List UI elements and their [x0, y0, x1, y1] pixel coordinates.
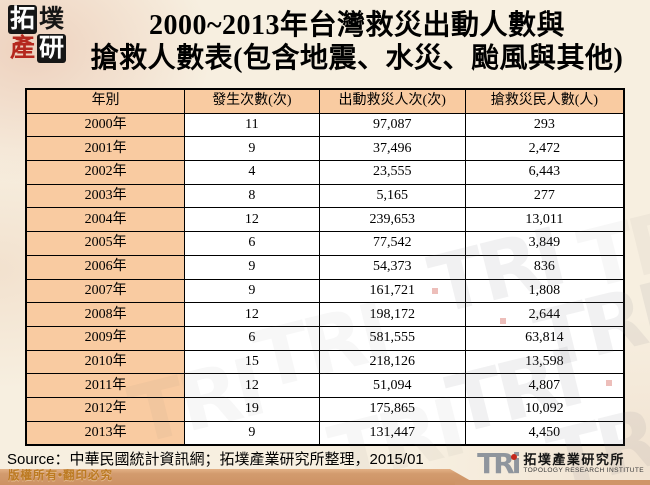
cell-value: 97,087 — [318, 112, 466, 138]
table-row: 2013年 9 131,447 4,450 — [25, 420, 625, 446]
cell-value: 2,644 — [464, 302, 625, 327]
cell-value: 12 — [184, 373, 320, 398]
cell-value: 4 — [184, 160, 320, 185]
table-row: 2007年 9 161,721 1,808 — [25, 278, 625, 304]
cell-year: 2009年 — [25, 325, 186, 351]
cell-value: 54,373 — [318, 254, 466, 280]
cell-year: 2006年 — [25, 254, 186, 280]
page-title-line2: 搶救人數表(包含地震、水災、颱風與其他) — [90, 43, 624, 74]
cell-year: 2008年 — [25, 302, 186, 327]
cell-value: 5,165 — [318, 183, 466, 209]
table-row: 2000年 11 97,087 293 — [25, 112, 625, 138]
seal-char-2: 墣 — [38, 6, 64, 33]
table-row: 2005年 6 77,542 3,849 — [25, 231, 625, 256]
column-header: 搶救災民人數(人) — [464, 88, 625, 114]
tri-logo-english-name: TOPOLOGY RESEARCH INSTITUTE — [523, 467, 644, 475]
cell-year: 2010年 — [25, 349, 186, 375]
cell-value: 9 — [184, 136, 320, 162]
cell-value: 15 — [184, 349, 320, 375]
seal-char-3: 產 — [9, 35, 35, 62]
cell-year: 2013年 — [25, 420, 186, 446]
footer-strip: 版權所有•翻印必究 — [0, 469, 478, 485]
cell-value: 11 — [184, 112, 320, 138]
tri-logo-text: TRi — [477, 447, 521, 481]
cell-year: 2012年 — [25, 396, 186, 422]
cell-value: 6 — [184, 231, 320, 256]
header-row: 年別 發生次數(次) 出動救災人次(次) 搶救災民人數(人) — [25, 88, 625, 114]
table-row: 2006年 9 54,373 836 — [25, 254, 625, 280]
disaster-table-head: 年別 發生次數(次) 出動救災人次(次) 搶救災民人數(人) — [25, 88, 625, 114]
cell-year: 2001年 — [25, 136, 186, 162]
cell-value: 131,447 — [318, 420, 466, 446]
cell-value: 3,849 — [464, 231, 625, 256]
table-row: 2011年 12 51,094 4,807 — [25, 373, 625, 398]
tri-logo-letters: TRi — [477, 450, 521, 478]
cell-year: 2007年 — [25, 278, 186, 304]
cell-year: 2004年 — [25, 207, 186, 233]
cell-value: 1,808 — [464, 278, 625, 304]
cell-year: 2000年 — [25, 112, 186, 138]
table-row: 2003年 8 5,165 277 — [25, 183, 625, 209]
cell-value: 12 — [184, 207, 320, 233]
cell-value: 836 — [464, 254, 625, 280]
table-row: 2012年 19 175,865 10,092 — [25, 396, 625, 422]
table-row: 2004年 12 239,653 13,011 — [25, 207, 625, 233]
cell-value: 9 — [184, 420, 320, 446]
cell-value: 51,094 — [318, 373, 466, 398]
cell-value: 6 — [184, 325, 320, 351]
column-header: 年別 — [25, 88, 186, 114]
column-header: 出動救災人次(次) — [318, 88, 466, 114]
tri-logo-red-dot-icon — [511, 454, 518, 461]
footer-strip-thin — [455, 480, 650, 485]
cell-value: 161,721 — [318, 278, 466, 304]
cell-value: 4,807 — [464, 373, 625, 398]
cell-value: 9 — [184, 254, 320, 280]
cell-value: 198,172 — [318, 302, 466, 327]
seal-char-4: 研 — [37, 34, 66, 63]
cell-year: 2002年 — [25, 160, 186, 185]
cell-year: 2005年 — [25, 231, 186, 256]
copyright-text: 版權所有•翻印必究 — [8, 470, 114, 482]
cell-value: 23,555 — [318, 160, 466, 185]
cell-value: 9 — [184, 278, 320, 304]
tri-logo-wordmark: 拓墣產業研究所 TOPOLOGY RESEARCH INSTITUTE — [523, 453, 644, 476]
cell-value: 12 — [184, 302, 320, 327]
table-row: 2002年 4 23,555 6,443 — [25, 160, 625, 185]
page-title: 2000~2013年台灣救災出動人數與 搶救人數表(包含地震、水災、颱風與其他) — [68, 9, 646, 75]
disaster-table: 年別 發生次數(次) 出動救災人次(次) 搶救災民人數(人) 2000年 11 97,08… — [25, 88, 625, 447]
table-row: 2001年 9 37,496 2,472 — [25, 136, 625, 162]
disaster-table-body: 2000年 11 97,087 293 2001年 9 37,496 2,472 2002年 4 2… — [25, 112, 625, 446]
seal-char-1: 拓 — [8, 5, 37, 34]
cell-value: 581,555 — [318, 325, 466, 351]
cell-value: 19 — [184, 396, 320, 422]
table-row: 2010年 15 218,126 13,598 — [25, 349, 625, 375]
topo-seal-logo: 拓 墣 產 研 — [8, 5, 66, 63]
cell-value: 4,450 — [464, 420, 625, 446]
cell-year: 2003年 — [25, 183, 186, 209]
cell-value: 13,598 — [464, 349, 625, 375]
cell-value: 13,011 — [464, 207, 625, 233]
cell-value: 277 — [464, 183, 625, 209]
table-row: 2008年 12 198,172 2,644 — [25, 302, 625, 327]
cell-value: 77,542 — [318, 231, 466, 256]
tri-logo-chinese-name: 拓墣產業研究所 — [523, 452, 625, 468]
cell-value: 175,865 — [318, 396, 466, 422]
page-title-line1: 2000~2013年台灣救災出動人數與 — [148, 10, 566, 41]
tri-logo: TRi 拓墣產業研究所 TOPOLOGY RESEARCH INSTITUTE — [477, 450, 644, 478]
cell-value: 63,814 — [464, 325, 625, 351]
cell-value: 6,443 — [464, 160, 625, 185]
cell-value: 2,472 — [464, 136, 625, 162]
cell-value: 293 — [464, 112, 625, 138]
cell-value: 239,653 — [318, 207, 466, 233]
cell-value: 8 — [184, 183, 320, 209]
column-header: 發生次數(次) — [184, 88, 320, 114]
cell-value: 37,496 — [318, 136, 466, 162]
cell-year: 2011年 — [25, 373, 186, 398]
cell-value: 10,092 — [464, 396, 625, 422]
source-note: Source：中華民國統計資訊網；拓墣產業研究所整理，2015/01 — [7, 451, 424, 468]
table-row: 2009年 6 581,555 63,814 — [25, 325, 625, 351]
cell-value: 218,126 — [318, 349, 466, 375]
